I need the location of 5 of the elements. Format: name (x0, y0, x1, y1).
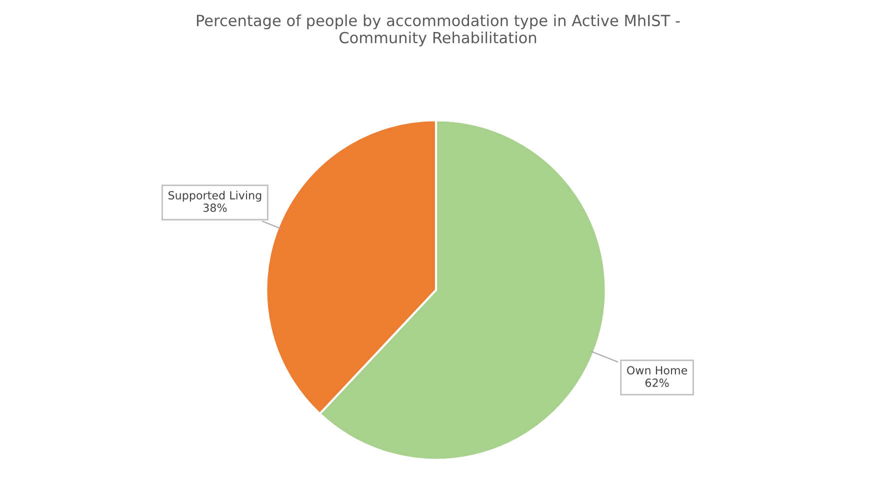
chart-title: Percentage of people by accommodation type in Active MhIST - Community Rehabilitation (196, 14, 680, 46)
slice-label: Supported Living (168, 190, 262, 202)
data-label: 38% (203, 204, 227, 212)
data-label: 62% (645, 378, 669, 387)
slice-label: Own Home (627, 366, 688, 375)
